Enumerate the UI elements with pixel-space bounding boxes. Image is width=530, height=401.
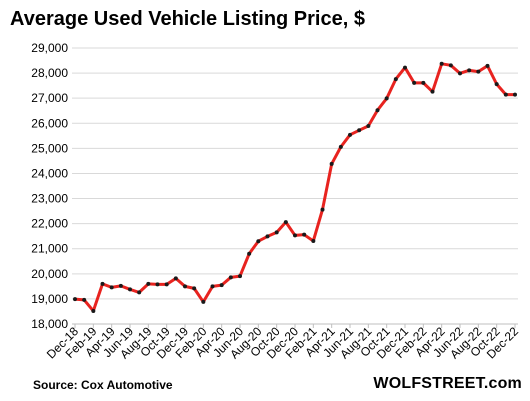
data-point bbox=[118, 283, 123, 288]
data-point bbox=[503, 92, 508, 97]
gridlines bbox=[72, 47, 518, 325]
data-point bbox=[348, 132, 352, 137]
data-point bbox=[137, 290, 142, 295]
data-point bbox=[192, 286, 197, 291]
y-tick-label: 27,000 bbox=[31, 91, 68, 105]
data-point bbox=[173, 276, 178, 281]
data-point bbox=[403, 65, 407, 70]
data-point bbox=[320, 207, 325, 212]
data-point bbox=[265, 234, 270, 239]
axes bbox=[72, 323, 518, 328]
data-point bbox=[100, 281, 105, 286]
data-point bbox=[73, 297, 77, 302]
data-point bbox=[448, 63, 453, 68]
chart-title: Average Used Vehicle Listing Price, $ bbox=[10, 8, 365, 30]
data-point bbox=[228, 275, 233, 280]
data-point bbox=[412, 80, 417, 85]
data-point bbox=[375, 108, 380, 113]
data-point bbox=[467, 68, 472, 73]
x-axis-tick-labels: Dec-18Feb-19Apr-19Jun-19Aug-19Oct-19Dec-… bbox=[44, 324, 521, 361]
y-tick-label: 20,000 bbox=[31, 267, 68, 281]
data-point bbox=[357, 128, 362, 133]
y-tick-label: 22,000 bbox=[31, 217, 68, 231]
y-tick-label: 26,000 bbox=[31, 116, 68, 130]
data-point bbox=[329, 161, 334, 166]
data-point bbox=[366, 124, 371, 129]
data-point bbox=[293, 233, 297, 238]
y-tick-label: 25,000 bbox=[31, 141, 68, 155]
data-point bbox=[247, 251, 252, 256]
data-point bbox=[421, 80, 426, 85]
brand-watermark: WOLFSTREET.com bbox=[373, 375, 522, 392]
y-tick-label: 23,000 bbox=[31, 192, 68, 206]
y-tick-label: 21,000 bbox=[31, 242, 68, 256]
y-tick-label: 29,000 bbox=[31, 41, 68, 55]
data-point bbox=[485, 63, 490, 68]
data-point bbox=[302, 232, 307, 237]
data-point bbox=[210, 284, 215, 289]
y-tick-label: 24,000 bbox=[31, 166, 68, 180]
data-markers bbox=[73, 61, 517, 313]
data-point bbox=[82, 297, 87, 302]
data-point bbox=[384, 96, 389, 101]
data-point bbox=[494, 82, 499, 87]
y-axis-tick-labels: 18,000 19,000 20,000 21,000 22,000 23,000 24,0… bbox=[31, 41, 68, 331]
data-point bbox=[513, 92, 517, 97]
data-point bbox=[338, 144, 343, 149]
data-point bbox=[201, 299, 206, 304]
data-point bbox=[183, 284, 187, 289]
data-point bbox=[256, 239, 261, 244]
y-tick-label: 28,000 bbox=[31, 66, 68, 80]
data-point bbox=[283, 220, 288, 225]
y-tick-label: 19,000 bbox=[31, 292, 68, 306]
data-point bbox=[439, 61, 444, 66]
data-point bbox=[164, 282, 169, 287]
data-point bbox=[109, 285, 114, 290]
data-point bbox=[238, 274, 242, 279]
source-note: Source: Cox Automotive bbox=[33, 378, 173, 392]
data-point bbox=[476, 69, 481, 74]
data-point bbox=[430, 89, 435, 94]
data-point bbox=[458, 71, 462, 76]
data-point bbox=[219, 283, 224, 288]
y-tick-label: 18,000 bbox=[31, 317, 68, 331]
data-point bbox=[311, 238, 316, 243]
data-point bbox=[274, 230, 279, 235]
data-point bbox=[393, 77, 398, 82]
data-point bbox=[155, 282, 160, 287]
data-point bbox=[91, 308, 96, 313]
data-point bbox=[128, 287, 132, 292]
data-point bbox=[146, 281, 151, 286]
